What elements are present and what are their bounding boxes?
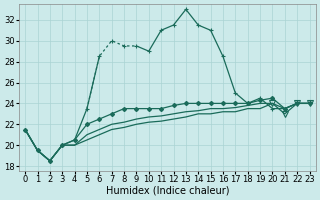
X-axis label: Humidex (Indice chaleur): Humidex (Indice chaleur) — [106, 186, 229, 196]
